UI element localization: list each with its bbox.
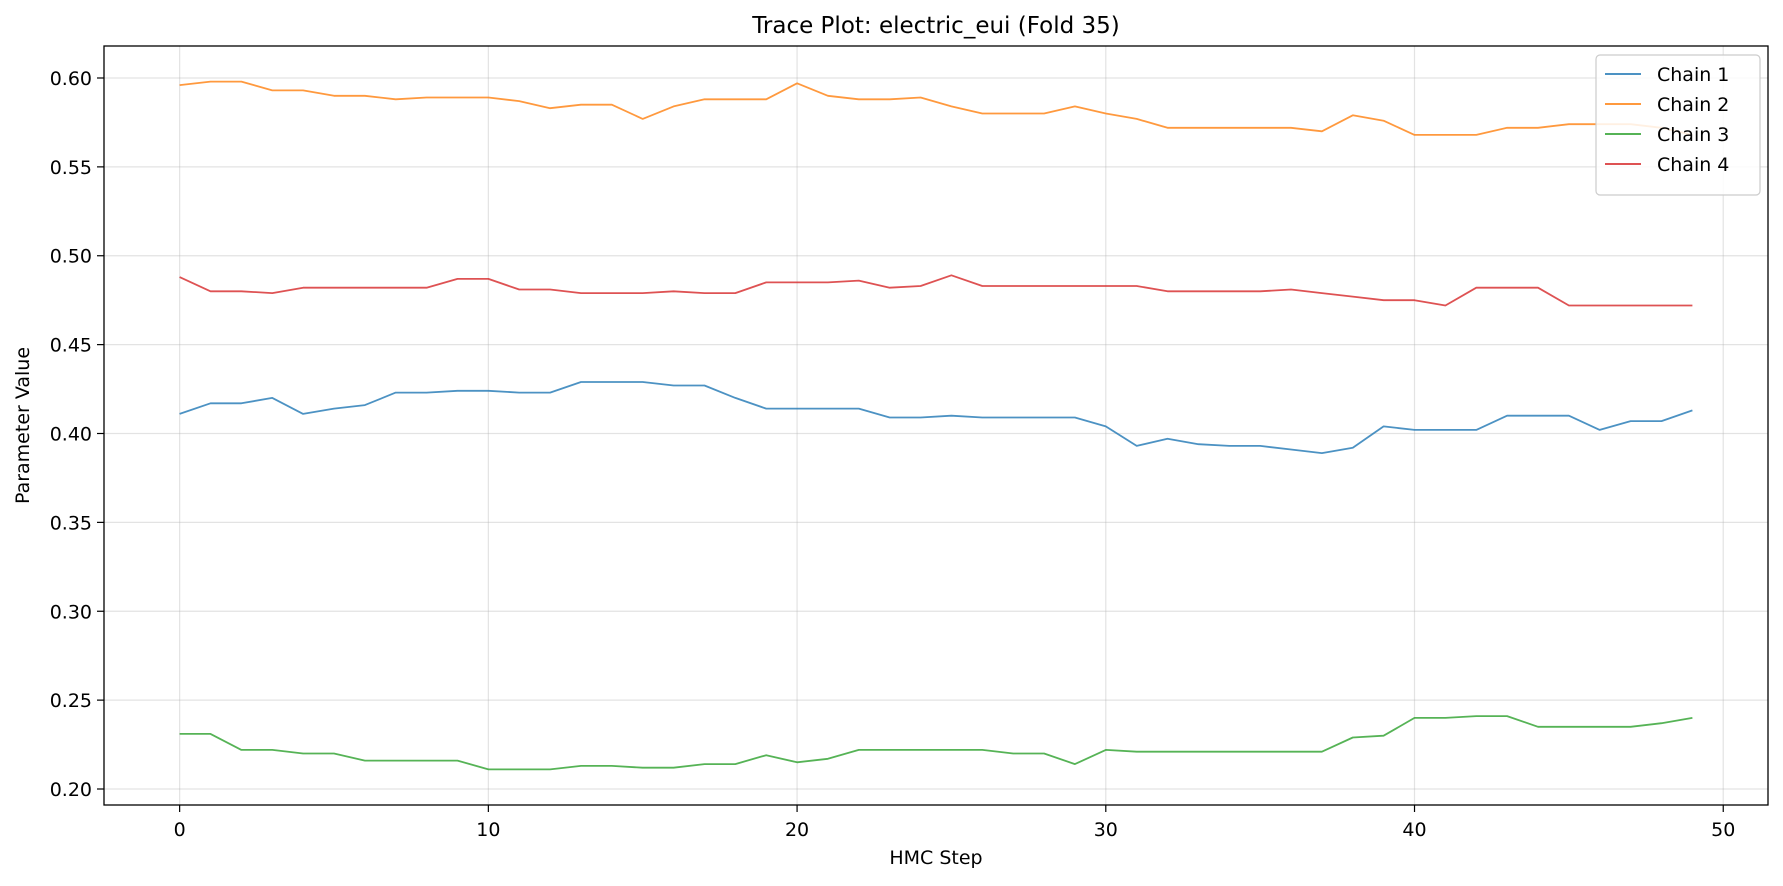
legend-label: Chain 4 xyxy=(1657,154,1729,176)
x-tick-label: 40 xyxy=(1402,819,1426,841)
grid-layer xyxy=(104,46,1768,805)
y-tick-label: 0.40 xyxy=(50,423,92,445)
x-tick-label: 20 xyxy=(785,819,809,841)
y-tick-label: 0.55 xyxy=(50,157,92,179)
y-tick-label: 0.50 xyxy=(50,246,92,268)
x-axis-label: HMC Step xyxy=(889,847,982,869)
chart-title: Trace Plot: electric_eui (Fold 35) xyxy=(751,13,1120,39)
y-tick-label: 0.30 xyxy=(50,601,92,623)
x-tick-label: 0 xyxy=(174,819,186,841)
y-tick-label: 0.45 xyxy=(50,335,92,357)
series-layer xyxy=(179,80,1693,771)
y-axis-ticks: 0.20 0.25 0.30 0.35 0.40 0.45 0.50 0.55 0.60 xyxy=(50,68,104,801)
series-line-chain-4 xyxy=(179,274,1693,307)
legend-label: Chain 1 xyxy=(1657,64,1729,86)
legend-label: Chain 3 xyxy=(1657,124,1729,146)
y-tick-label: 0.35 xyxy=(50,512,92,534)
x-axis-ticks: 0 10 20 30 40 50 xyxy=(174,805,1735,841)
series-line-chain-1 xyxy=(179,381,1693,455)
legend-box xyxy=(1595,54,1761,196)
x-tick-label: 10 xyxy=(476,819,500,841)
x-tick-label: 30 xyxy=(1094,819,1118,841)
plot-frame xyxy=(103,45,1769,806)
legend: Chain 1 Chain 2 Chain 3 Chain 4 xyxy=(1595,54,1761,196)
y-tick-label: 0.20 xyxy=(50,779,92,801)
y-tick-label: 0.60 xyxy=(50,68,92,90)
series-line-chain-3 xyxy=(179,715,1693,771)
y-tick-label: 0.25 xyxy=(50,690,92,712)
y-axis-label: Parameter Value xyxy=(12,347,34,504)
x-tick-label: 50 xyxy=(1711,819,1735,841)
legend-label: Chain 2 xyxy=(1657,94,1729,116)
series-line-chain-2 xyxy=(179,80,1693,136)
